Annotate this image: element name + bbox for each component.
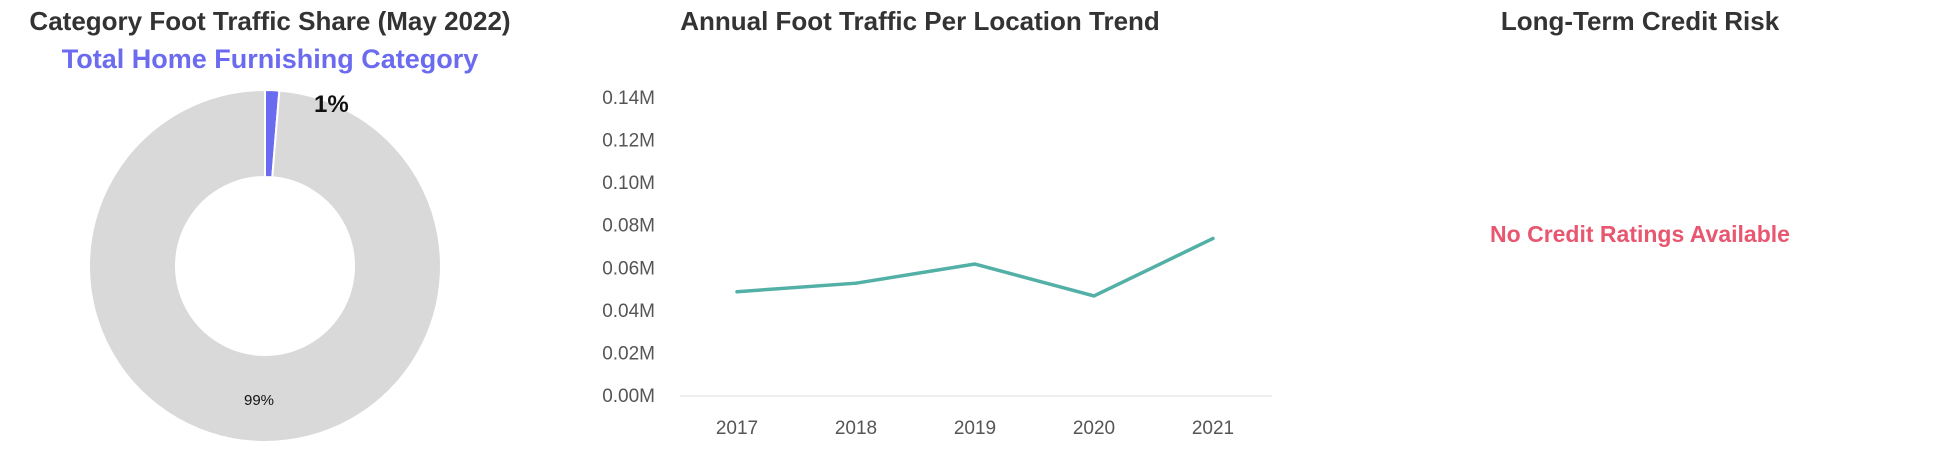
- no-credit-ratings-message: No Credit Ratings Available: [1490, 221, 1790, 247]
- x-tick-label: 2020: [1073, 418, 1115, 439]
- data-point: [1211, 236, 1215, 240]
- data-point: [735, 290, 739, 294]
- x-tick-label: 2018: [835, 418, 877, 439]
- y-tick-label: 0.06M: [602, 258, 655, 279]
- data-point: [973, 262, 977, 266]
- y-tick-label: 0.14M: [602, 88, 655, 109]
- y-tick-label: 0.10M: [602, 173, 655, 194]
- y-tick-label: 0.04M: [602, 301, 655, 322]
- line-panel: Annual Foot Traffic Per Location Trend 0…: [560, 0, 1280, 465]
- data-point: [1092, 294, 1096, 298]
- y-tick-label: 0.08M: [602, 216, 655, 237]
- donut-chart: 1% 99%: [88, 88, 442, 443]
- line-title: Annual Foot Traffic Per Location Trend: [680, 6, 1160, 36]
- x-tick-label: 2019: [954, 418, 996, 439]
- donut-title: Category Foot Traffic Share (May 2022): [29, 6, 511, 36]
- y-tick-label: 0.12M: [602, 131, 655, 152]
- donut-subtitle: Total Home Furnishing Category: [61, 44, 479, 74]
- donut-label-share: 1%: [314, 91, 349, 118]
- y-tick-label: 0.02M: [602, 343, 655, 364]
- y-tick-label: 0.00M: [602, 386, 655, 407]
- traffic-series-line: [735, 236, 1215, 298]
- data-point: [854, 281, 858, 285]
- x-tick-label: 2021: [1192, 418, 1234, 439]
- donut-slice-1: [88, 88, 442, 443]
- credit-panel: Long-Term Credit Risk No Credit Ratings …: [1320, 0, 1960, 465]
- donut-panel: Category Foot Traffic Share (May 2022) T…: [0, 0, 540, 465]
- donut-label-rest: 99%: [244, 392, 274, 409]
- line-chart: 0.00M 0.02M 0.04M 0.06M 0.08M 0.10M 0.12M 0.14M…: [602, 88, 1272, 439]
- credit-title: Long-Term Credit Risk: [1500, 6, 1780, 36]
- x-tick-label: 2017: [716, 418, 758, 439]
